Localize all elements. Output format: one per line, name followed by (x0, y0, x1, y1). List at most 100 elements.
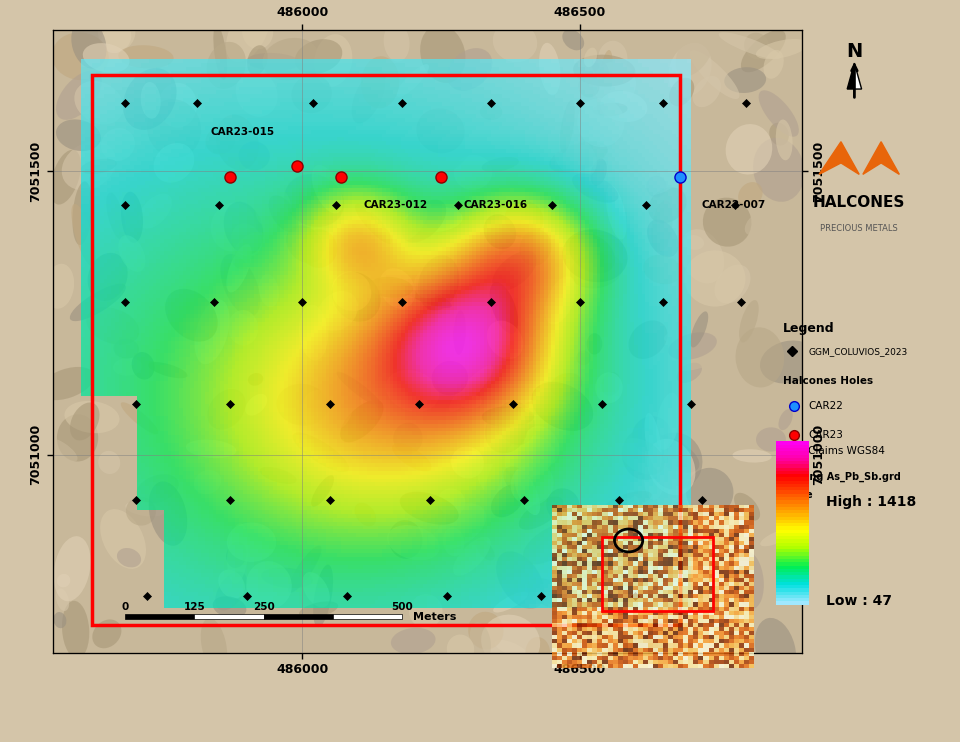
Bar (776, 526, 809, 530)
Bar (776, 464, 809, 467)
Ellipse shape (453, 536, 491, 576)
Ellipse shape (113, 358, 142, 375)
Ellipse shape (756, 39, 807, 59)
Ellipse shape (677, 363, 702, 383)
Ellipse shape (578, 76, 599, 97)
Ellipse shape (453, 310, 466, 355)
Ellipse shape (484, 214, 516, 249)
Ellipse shape (644, 434, 700, 473)
Ellipse shape (760, 341, 818, 384)
Text: CAR23-016: CAR23-016 (464, 200, 527, 209)
Ellipse shape (596, 379, 633, 437)
Text: Legend: Legend (782, 322, 834, 335)
Ellipse shape (147, 99, 202, 158)
Ellipse shape (302, 390, 341, 438)
Ellipse shape (482, 450, 506, 510)
Ellipse shape (300, 601, 338, 618)
Ellipse shape (598, 41, 628, 77)
Ellipse shape (52, 33, 108, 80)
Text: CAR22: CAR22 (808, 401, 843, 411)
Ellipse shape (762, 262, 789, 287)
Ellipse shape (314, 34, 352, 87)
Ellipse shape (602, 372, 620, 395)
Ellipse shape (755, 618, 796, 682)
Ellipse shape (71, 204, 96, 266)
Ellipse shape (490, 282, 518, 334)
Bar (194, 614, 264, 619)
Text: Low : 47: Low : 47 (827, 594, 893, 608)
Bar (776, 546, 809, 549)
Ellipse shape (550, 373, 583, 396)
Text: CAR23: CAR23 (808, 430, 843, 440)
Ellipse shape (57, 574, 70, 588)
Ellipse shape (195, 300, 229, 364)
Ellipse shape (404, 206, 463, 232)
Ellipse shape (563, 30, 585, 50)
Bar (91, 75, 680, 625)
Ellipse shape (100, 509, 146, 569)
Bar (776, 474, 809, 477)
Ellipse shape (739, 300, 758, 342)
Ellipse shape (201, 618, 228, 673)
Ellipse shape (379, 268, 416, 309)
Ellipse shape (215, 571, 247, 611)
Ellipse shape (451, 447, 484, 479)
Text: 0: 0 (121, 602, 129, 611)
Bar (776, 484, 809, 487)
Ellipse shape (527, 578, 571, 609)
Ellipse shape (632, 160, 684, 196)
Ellipse shape (370, 277, 413, 298)
Ellipse shape (468, 611, 503, 649)
Ellipse shape (396, 64, 429, 97)
Ellipse shape (482, 406, 534, 427)
Ellipse shape (644, 413, 661, 470)
Ellipse shape (680, 229, 724, 283)
Ellipse shape (339, 475, 388, 490)
Ellipse shape (218, 570, 245, 599)
Ellipse shape (340, 400, 383, 442)
Ellipse shape (269, 195, 299, 232)
Bar (776, 507, 809, 510)
Ellipse shape (409, 594, 443, 628)
Ellipse shape (500, 250, 528, 264)
Ellipse shape (276, 384, 328, 426)
Ellipse shape (283, 369, 307, 407)
Ellipse shape (554, 135, 597, 178)
Ellipse shape (675, 621, 733, 658)
Text: HALCONES: HALCONES (813, 194, 905, 210)
Ellipse shape (384, 22, 410, 62)
Ellipse shape (118, 45, 174, 68)
Ellipse shape (581, 233, 597, 252)
Bar (776, 520, 809, 523)
Bar (776, 461, 809, 464)
Ellipse shape (154, 143, 194, 183)
Ellipse shape (420, 24, 466, 83)
Text: CAR23-015: CAR23-015 (210, 127, 275, 137)
Ellipse shape (245, 394, 267, 416)
Ellipse shape (351, 70, 385, 123)
Ellipse shape (515, 470, 540, 515)
Ellipse shape (417, 108, 465, 154)
Ellipse shape (779, 409, 793, 430)
Ellipse shape (758, 91, 799, 137)
Bar (776, 516, 809, 520)
Ellipse shape (622, 429, 668, 480)
Ellipse shape (476, 539, 494, 560)
Ellipse shape (595, 372, 623, 403)
Bar (776, 441, 809, 444)
Bar (776, 510, 809, 513)
Ellipse shape (548, 180, 576, 204)
Ellipse shape (669, 345, 732, 371)
Ellipse shape (669, 78, 694, 106)
Text: Kriging As_Pb_Sb.grd: Kriging As_Pb_Sb.grd (782, 472, 900, 482)
Ellipse shape (354, 503, 376, 526)
Ellipse shape (332, 272, 380, 322)
Ellipse shape (724, 68, 766, 93)
Ellipse shape (496, 401, 535, 445)
Bar (776, 559, 809, 562)
Ellipse shape (495, 421, 536, 439)
Ellipse shape (620, 496, 639, 541)
Bar (776, 504, 809, 507)
Ellipse shape (496, 551, 544, 609)
Ellipse shape (286, 226, 324, 263)
